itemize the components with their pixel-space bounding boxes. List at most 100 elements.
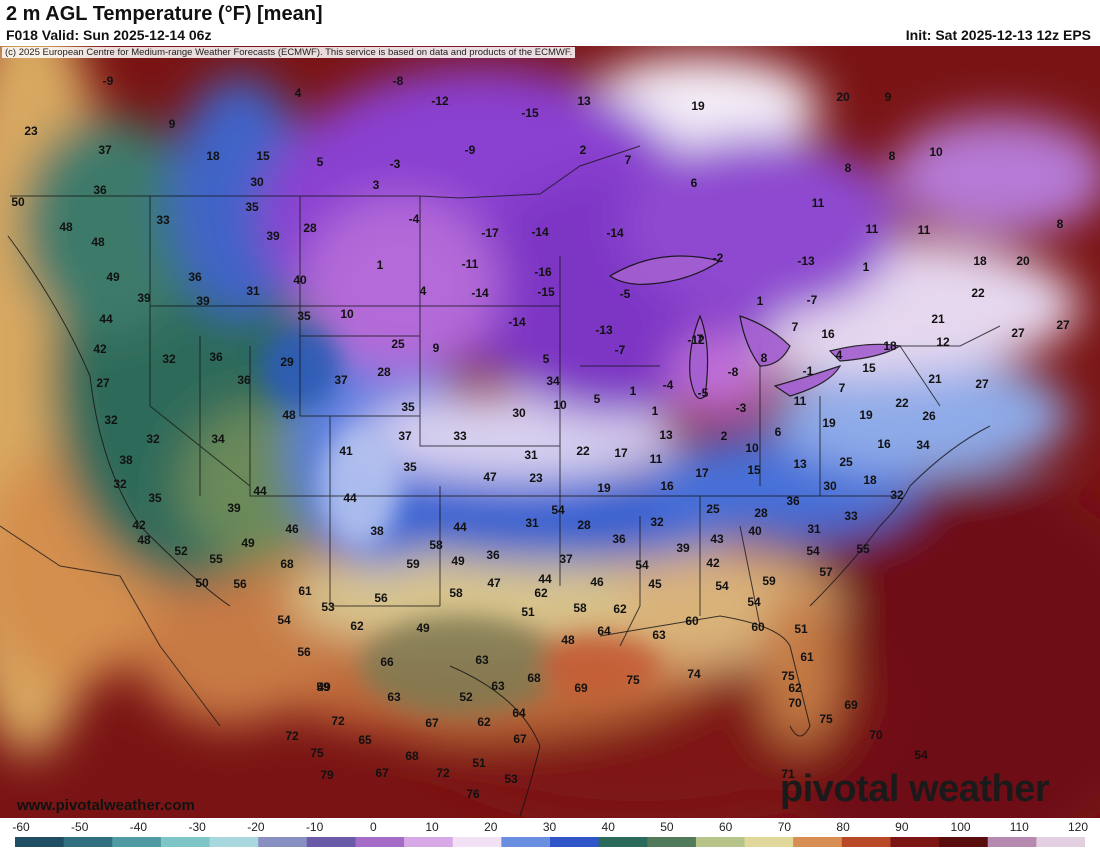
temperature-label: -17 bbox=[481, 226, 499, 240]
temperature-label: 47 bbox=[487, 576, 501, 590]
temperature-label: 41 bbox=[339, 444, 353, 458]
temperature-label: -14 bbox=[606, 226, 624, 240]
colorbar-tick-label: 20 bbox=[484, 820, 498, 834]
temperature-label: 55 bbox=[209, 552, 223, 566]
colorbar-segment bbox=[63, 837, 113, 847]
temperature-label: 50 bbox=[195, 576, 209, 590]
temperature-label: 27 bbox=[1056, 318, 1070, 332]
temperature-label: 34 bbox=[546, 374, 560, 388]
colorbar-segment bbox=[501, 837, 551, 847]
temperature-label: 27 bbox=[1011, 326, 1025, 340]
temperature-label: -7 bbox=[614, 343, 626, 357]
temperature-label: 54 bbox=[635, 558, 649, 572]
temperature-label: 56 bbox=[233, 577, 247, 591]
temperature-label: 52 bbox=[459, 690, 473, 704]
temperature-label: 54 bbox=[747, 595, 761, 609]
temperature-label: 18 bbox=[206, 149, 220, 163]
colorbar-segment bbox=[404, 837, 454, 847]
colorbar-segment bbox=[258, 837, 308, 847]
temperature-label: 63 bbox=[652, 628, 666, 642]
temperature-label: 54 bbox=[551, 503, 565, 517]
temperature-label: 17 bbox=[614, 446, 628, 460]
temperature-label: 7 bbox=[624, 153, 632, 167]
temperature-label: 39 bbox=[266, 229, 280, 243]
temperature-label: 33 bbox=[453, 429, 467, 443]
temperature-label: 68 bbox=[280, 557, 294, 571]
temperature-label: 11 bbox=[865, 222, 879, 236]
temperature-label: 67 bbox=[425, 716, 439, 730]
website-label[interactable]: www.pivotalweather.com bbox=[17, 797, 195, 814]
colorbar-segment bbox=[1036, 837, 1085, 847]
temperature-label: 48 bbox=[137, 533, 151, 547]
temperature-label: 35 bbox=[297, 309, 311, 323]
temperature-label: 9 bbox=[432, 341, 440, 355]
temperature-label: 18 bbox=[883, 339, 897, 353]
temperature-label: 58 bbox=[429, 538, 443, 552]
temperature-label: -15 bbox=[537, 285, 555, 299]
temperature-label: 23 bbox=[24, 124, 38, 138]
temperature-label: 35 bbox=[245, 200, 259, 214]
temperature-label: 65 bbox=[358, 733, 372, 747]
temperature-label: 5 bbox=[542, 352, 550, 366]
colorbar-tick-label: -10 bbox=[305, 820, 324, 834]
temperature-label: 75 bbox=[781, 669, 795, 683]
header: 2 m AGL Temperature (°F) [mean] F018 Val… bbox=[0, 0, 1100, 46]
temperature-label: 32 bbox=[650, 515, 664, 529]
colorbar-tick-label: 0 bbox=[369, 820, 377, 834]
temperature-label: 27 bbox=[96, 376, 110, 390]
temperature-label: 3 bbox=[372, 178, 380, 192]
temperature-label: 37 bbox=[398, 429, 412, 443]
temperature-label: -12 bbox=[687, 333, 705, 347]
temperature-label: 28 bbox=[377, 365, 391, 379]
temperature-label: 32 bbox=[104, 413, 118, 427]
temperature-label: 4 bbox=[419, 284, 427, 298]
temperature-label: 31 bbox=[246, 284, 260, 298]
temperature-label: 19 bbox=[822, 416, 836, 430]
temperature-label: 60 bbox=[685, 614, 699, 628]
temperature-label: -9 bbox=[102, 74, 114, 88]
temperature-label: 56 bbox=[297, 645, 311, 659]
temperature-label: 79 bbox=[320, 768, 334, 782]
temperature-label: 10 bbox=[553, 398, 567, 412]
colorbar-segment bbox=[598, 837, 648, 847]
colorbar-tick-label: 60 bbox=[718, 820, 733, 834]
temperature-label: 31 bbox=[525, 516, 539, 530]
temperature-label: 39 bbox=[227, 501, 241, 515]
temperature-label: 63 bbox=[387, 690, 401, 704]
temperature-label: 45 bbox=[648, 577, 662, 591]
temperature-label: 8 bbox=[1056, 217, 1064, 231]
temperature-label: 64 bbox=[512, 706, 526, 720]
temperature-label: 23 bbox=[529, 471, 543, 485]
colorbar-segment bbox=[160, 837, 211, 847]
temperature-label: 19 bbox=[691, 99, 705, 113]
temperature-label: 18 bbox=[973, 254, 987, 268]
temperature-label: 48 bbox=[561, 633, 575, 647]
colorbar-segment bbox=[695, 837, 746, 847]
temperature-label: 5 bbox=[316, 155, 324, 169]
temperature-label: 64 bbox=[597, 624, 611, 638]
colorbar-strip bbox=[15, 837, 1085, 847]
temperature-label: 38 bbox=[370, 524, 384, 538]
temperature-label: 16 bbox=[877, 437, 891, 451]
temperature-label: 75 bbox=[819, 712, 833, 726]
colorbar-segment bbox=[939, 837, 989, 847]
init-time: Init: Sat 2025-12-13 12z EPS bbox=[905, 27, 1091, 43]
colorbar-segment bbox=[452, 837, 502, 847]
temperature-label: 22 bbox=[971, 286, 985, 300]
temperature-label: 1 bbox=[376, 258, 384, 272]
temperature-label: 70 bbox=[788, 696, 802, 710]
temperature-label: 37 bbox=[559, 552, 573, 566]
temperature-label: -5 bbox=[697, 386, 709, 400]
temperature-label: 7 bbox=[838, 381, 846, 395]
temperature-label: 33 bbox=[844, 509, 858, 523]
temperature-label: 48 bbox=[91, 235, 105, 249]
temperature-label: 35 bbox=[401, 400, 415, 414]
temperature-label: 13 bbox=[793, 457, 807, 471]
temperature-label: 56 bbox=[374, 591, 388, 605]
temperature-label: 36 bbox=[786, 494, 800, 508]
temperature-label: 42 bbox=[93, 342, 107, 356]
colorbar-ticks: -60 -50 -40 -30 -20 -10 0 10 20 30 40 50 60 70 80 90 100… bbox=[0, 820, 1100, 834]
temperature-label: -3 bbox=[389, 157, 401, 171]
temperature-label: 37 bbox=[98, 143, 112, 157]
colorbar-tick-label: 120 bbox=[1067, 820, 1089, 834]
